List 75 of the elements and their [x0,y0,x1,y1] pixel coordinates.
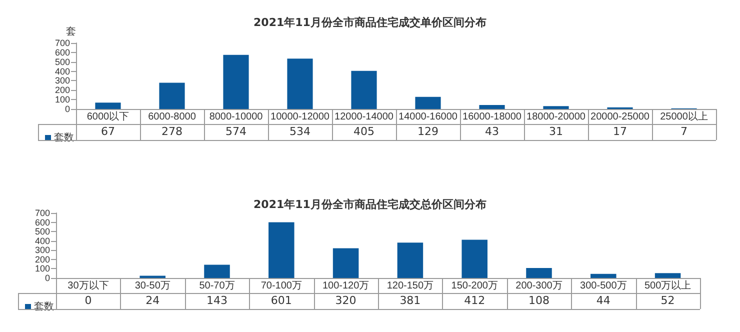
y-tick-label: 500 [54,56,70,67]
x-tick-label: 18000-20000 [526,112,586,122]
data-label: 405 [352,124,376,140]
x-tick-label: 150-200万 [451,280,498,292]
data-label: 381 [398,293,422,309]
bar [397,242,424,278]
bar [268,222,294,278]
x-tick-label: 12000-14000 [334,112,394,122]
y-tick-label: 700 [54,38,70,48]
x-tick-label: 500万以上 [644,280,692,292]
data-label: 67 [100,124,116,140]
bar [287,58,313,109]
y-tick-label: 600 [54,47,70,58]
chart-title: 2021年11月份全市商品住宅成交单价区间分布 [254,16,486,29]
y-tick-label: 200 [54,85,70,96]
bar [415,96,441,109]
y-tick-label: 200 [34,254,50,264]
x-tick-label: 14000-16000 [398,112,458,122]
x-tick-label: 20000-25000 [590,112,650,122]
y-tick-label: 500 [34,226,50,237]
data-label: 31 [548,124,564,140]
bar [95,102,121,109]
x-tick-label: 6000以下 [86,110,130,122]
data-label: 43 [484,124,500,140]
bar [590,274,616,278]
x-tick-label: 30-50万 [134,280,170,292]
y-tick-label: 400 [34,236,50,246]
x-tick-label: 300-500万 [580,280,627,292]
x-tick-label: 70-100万 [260,280,302,292]
data-label: 52 [660,293,676,309]
bar [204,264,230,278]
data-label: 143 [205,293,228,309]
data-label: 17 [612,124,628,140]
y-tick-label: 0 [64,104,70,114]
bar [223,54,249,109]
y-tick-label: 600 [34,217,50,228]
x-tick-label: 30万以下 [68,280,109,292]
data-label: 24 [144,293,161,309]
data-label: 44 [595,293,612,309]
bar [462,240,488,278]
x-tick-label: 10000-12000 [270,112,330,122]
x-tick-label: 120-150万 [386,280,434,292]
y-tick-label: 100 [34,264,50,274]
x-tick-label: 200-300万 [516,280,562,292]
data-label: 278 [160,124,184,140]
x-tick-label: 8000-10000 [209,112,264,122]
x-tick-label: 25000以上 [660,110,708,122]
data-label: 574 [224,124,248,140]
data-label: 7 [680,124,688,140]
y-tick-label: 0 [44,273,50,283]
y-tick-label: 300 [34,245,50,256]
chart-title: 2021年11月份全市商品住宅成交总价区间分布 [254,198,486,211]
y-axis-title: 套 [66,26,76,38]
bar [159,82,185,109]
bar [543,106,569,109]
x-tick-label: 50-70万 [199,280,235,292]
x-tick-label: 6000-8000 [148,112,196,122]
y-tick-label: 700 [34,208,50,218]
data-label: 534 [288,124,312,140]
bar [654,273,681,278]
y-tick-label: 300 [54,76,70,86]
bar [351,70,377,109]
bar [332,248,359,278]
x-tick-label: 16000-18000 [462,112,522,122]
data-label: 108 [527,293,550,309]
data-label: 0 [84,293,93,309]
data-label: 129 [416,124,440,140]
data-label: 320 [334,293,358,309]
y-tick-label: 100 [54,94,70,105]
data-label: 412 [463,293,486,309]
data-label: 601 [270,293,293,309]
bar [526,268,552,278]
y-tick-label: 400 [54,66,70,76]
x-tick-label: 100-120万 [322,280,370,292]
bar [479,104,505,109]
